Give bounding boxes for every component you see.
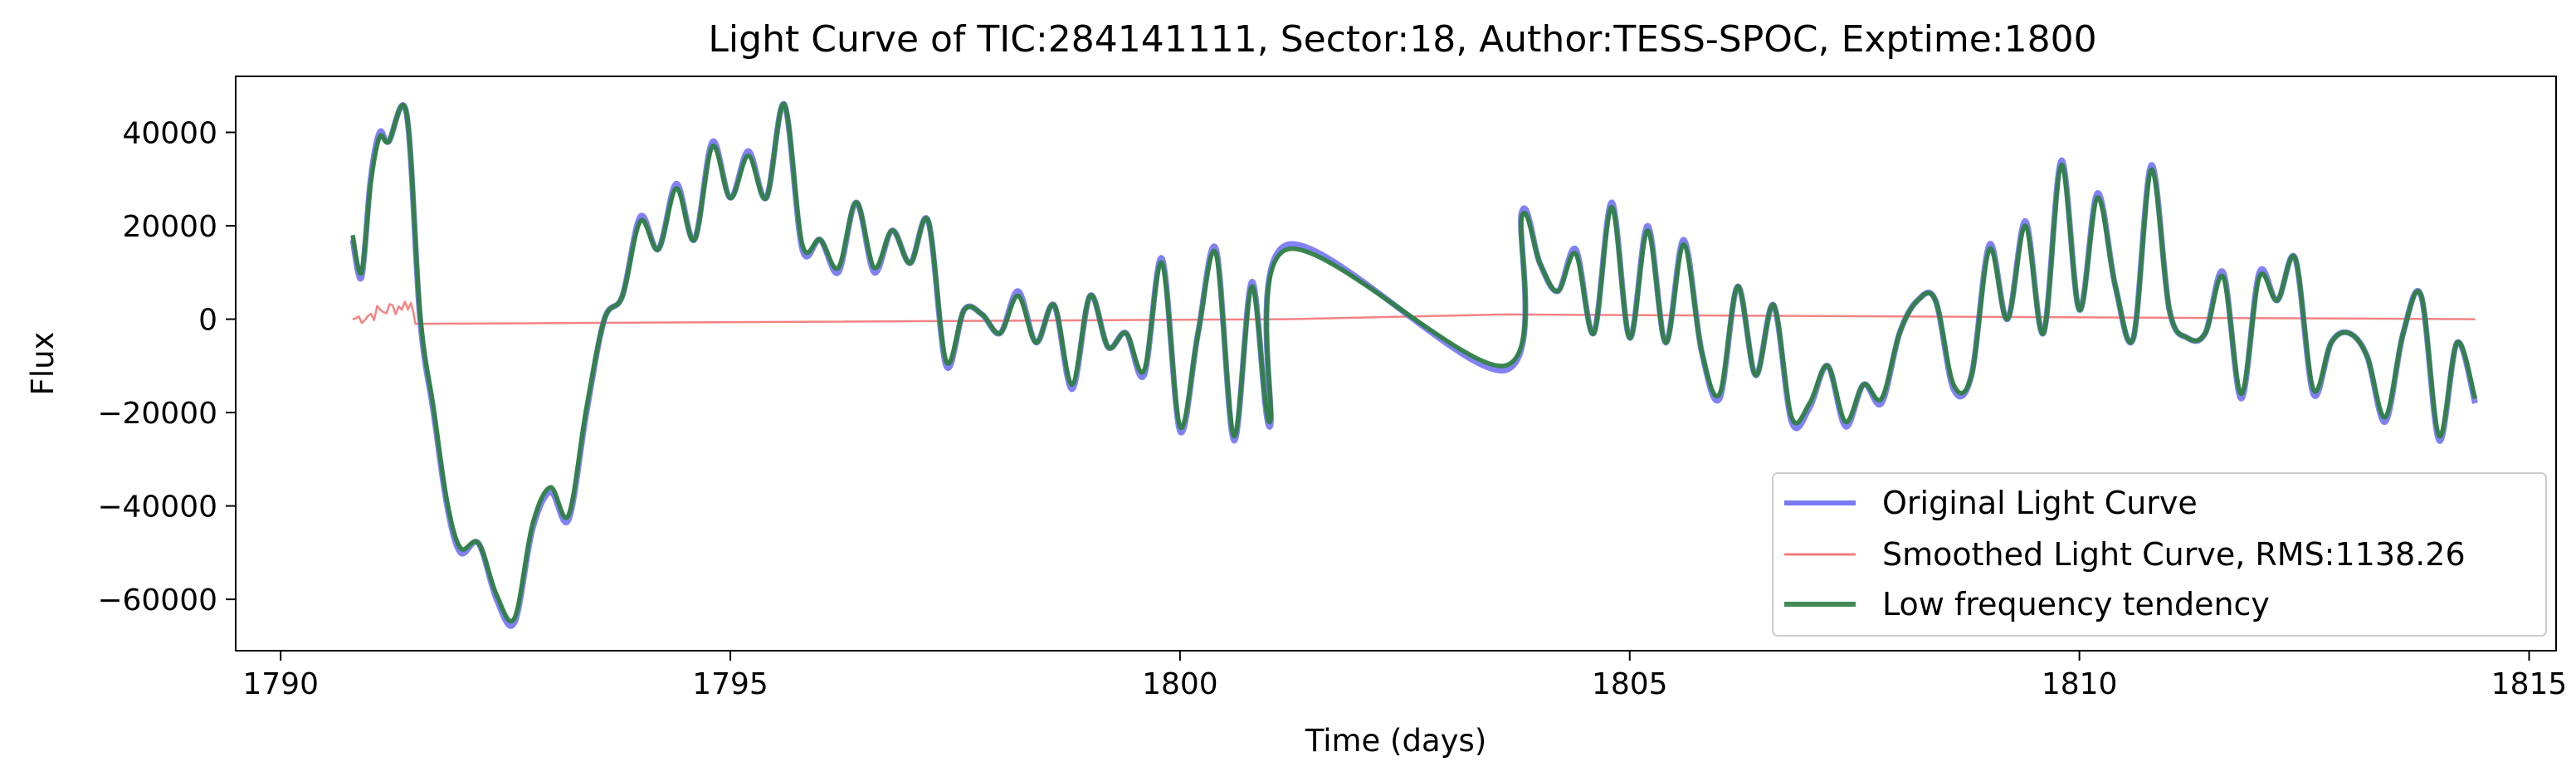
- x-tick-label: 1805: [1592, 667, 1668, 701]
- legend-label-tendency: Low frequency tendency: [1882, 586, 2270, 622]
- x-tick-label: 1790: [242, 667, 319, 701]
- chart-title: Light Curve of TIC:284141111, Sector:18,…: [708, 18, 2096, 61]
- x-tick-label: 1815: [2491, 667, 2568, 701]
- y-axis-ticks: −60000 −40000 −20000 0 20000 40000: [97, 117, 236, 617]
- x-axis-label: Time (days): [1305, 723, 1487, 759]
- x-tick-label: 1795: [692, 667, 768, 701]
- y-tick-label: −20000: [97, 397, 217, 431]
- legend-label-original: Original Light Curve: [1882, 485, 2198, 521]
- axes-frame: [235, 76, 2557, 652]
- y-axis-label: Flux: [25, 332, 61, 396]
- x-tick-label: 1800: [1142, 667, 1218, 701]
- x-tick-label: 1810: [2042, 667, 2118, 701]
- y-tick-label: 20000: [122, 210, 217, 244]
- legend-box: [1772, 472, 2547, 637]
- y-tick-label: −60000: [97, 583, 217, 617]
- y-tick-label: −40000: [97, 491, 217, 525]
- y-tick-label: 0: [198, 304, 217, 338]
- plot-area: [349, 101, 2478, 629]
- x-axis-ticks: 1790 1795 1800 1805 1810 1815: [242, 651, 2567, 701]
- legend-label-smoothed: Smoothed Light Curve, RMS:1138.26: [1882, 536, 2466, 573]
- series-smoothed-light-curve: [352, 300, 2476, 325]
- y-tick-label: 40000: [122, 117, 217, 151]
- series-low-frequency-tendency: [350, 102, 2478, 624]
- legend: Original Light Curve Smoothed Light Curv…: [1772, 472, 2547, 637]
